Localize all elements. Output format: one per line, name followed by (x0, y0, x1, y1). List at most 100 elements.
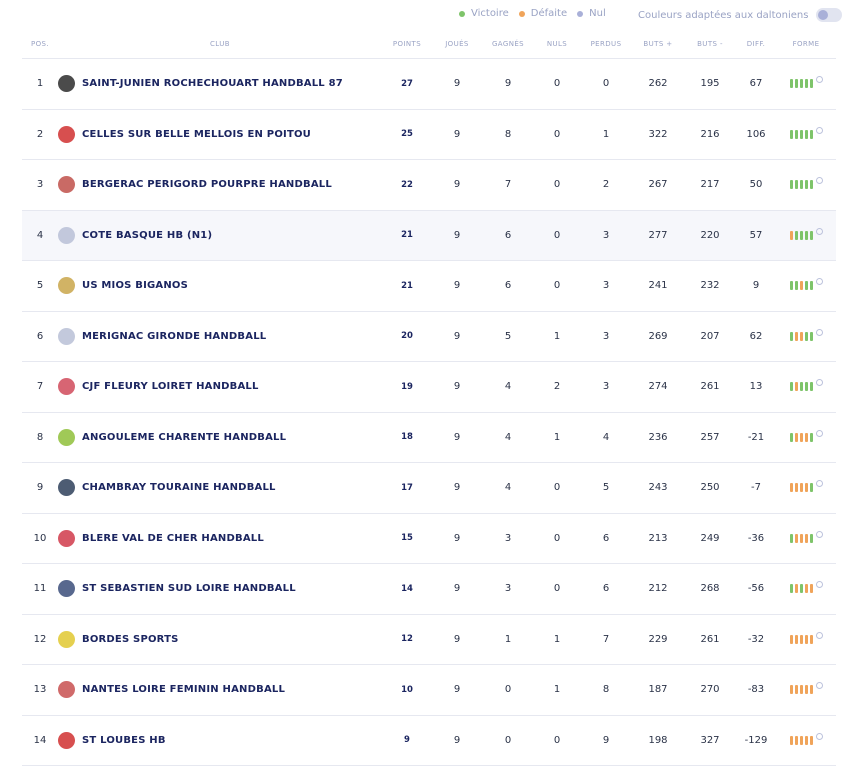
info-icon[interactable] (815, 682, 823, 690)
goals-for-cell: 262 (632, 58, 684, 110)
info-icon[interactable] (815, 278, 823, 286)
legend-item: Défaite (518, 8, 567, 19)
form-cell (776, 210, 836, 261)
info-icon[interactable] (815, 177, 823, 185)
info-icon[interactable] (815, 631, 823, 639)
won-cell: 8 (482, 109, 534, 160)
form-bar (809, 432, 813, 442)
table-row[interactable]: 4 COTE BASQUE HB (N1) 21 9 6 0 3 277 220 57 (22, 210, 836, 261)
info-icon[interactable] (815, 379, 823, 387)
table-row[interactable]: 7 CJF FLEURY LOIRET HANDBALL 19 9 4 2 3 274 261 1… (22, 361, 836, 413)
form-bar (804, 685, 808, 695)
top-bar: Victoire Défaite Nul Couleurs adaptées aux… (0, 8, 849, 26)
diff-cell: 62 (736, 311, 776, 362)
goals-for-cell: 243 (632, 462, 684, 514)
club-cell[interactable]: ST LOUBES HB (58, 715, 382, 766)
club-name[interactable]: ANGOULEME CHARENTE HANDBALL (82, 431, 287, 443)
club-cell[interactable]: NANTES LOIRE FEMININ HANDBALL (58, 664, 382, 716)
colorblind-toggle-wrap[interactable]: Couleurs adaptées aux daltoniens (638, 8, 843, 22)
form-cell (776, 311, 836, 362)
lost-cell: 6 (580, 513, 632, 564)
position-cell: 4 (22, 210, 58, 261)
club-name[interactable]: CJF FLEURY LOIRET HANDBALL (82, 381, 259, 393)
info-icon[interactable] (815, 76, 823, 84)
legend-item: Nul (577, 8, 606, 19)
table-row[interactable]: 11 ST SEBASTIEN SUD LOIRE HANDBALL 14 9 3 0 6 2… (22, 563, 836, 615)
table-row[interactable]: 6 MERIGNAC GIRONDE HANDBALL 20 9 5 1 3 269 207 62 (22, 311, 836, 362)
form-bar (809, 79, 813, 89)
info-icon[interactable] (815, 227, 823, 235)
diff-cell: 9 (736, 260, 776, 312)
col-pos: POS. (22, 30, 58, 59)
table-row[interactable]: 14 ST LOUBES HB 9 9 0 0 9 198 327 -129 (22, 715, 836, 766)
club-name[interactable]: CHAMBRAY TOURAINE HANDBALL (82, 482, 276, 494)
form-bar (794, 533, 798, 543)
lost-cell: 3 (580, 311, 632, 362)
form-bar (809, 129, 813, 139)
legend-dot-icon (518, 10, 525, 17)
table-row[interactable]: 1 SAINT-JUNIEN ROCHECHOUART HANDBALL 87 27… (22, 58, 836, 110)
lost-cell: 3 (580, 210, 632, 261)
club-cell[interactable]: BLERE VAL DE CHER HANDBALL (58, 513, 382, 564)
table-row[interactable]: 13 NANTES LOIRE FEMININ HANDBALL 10 9 0 1 8 187… (22, 664, 836, 716)
info-icon[interactable] (815, 126, 823, 134)
position-cell: 9 (22, 462, 58, 514)
played-cell: 9 (432, 614, 482, 665)
form-legend: Victoire Défaite Nul (459, 8, 606, 19)
colorblind-toggle[interactable] (816, 8, 843, 22)
table-row[interactable]: 9 CHAMBRAY TOURAINE HANDBALL 17 9 4 0 5 243 250-… (22, 462, 836, 514)
played-cell: 9 (432, 210, 482, 261)
club-cell[interactable]: SAINT-JUNIEN ROCHECHOUART HANDBALL 87 (58, 58, 382, 110)
info-icon[interactable] (815, 530, 823, 538)
points-cell: 27 (382, 58, 432, 110)
draws-cell: 1 (534, 412, 580, 463)
club-cell[interactable]: BORDES SPORTS (58, 614, 382, 665)
form-bar (804, 230, 808, 240)
club-name[interactable]: ST SEBASTIEN SUD LOIRE HANDBALL (82, 583, 296, 595)
club-cell[interactable]: MERIGNAC GIRONDE HANDBALL (58, 311, 382, 362)
info-icon[interactable] (815, 732, 823, 740)
form-bar (809, 735, 813, 745)
form-bar (789, 685, 793, 695)
club-name[interactable]: BORDES SPORTS (82, 633, 179, 645)
table-row[interactable]: 12 BORDES SPORTS 12 9 1 1 7 229 261 -32 (22, 614, 836, 665)
table-row[interactable]: 5 US MIOS BIGANOS 21 9 6 0 3 241 232 9 (22, 260, 836, 312)
club-name[interactable]: US MIOS BIGANOS (82, 280, 189, 292)
col-form: FORME (776, 30, 836, 59)
form-bar (799, 533, 803, 543)
club-cell[interactable]: US MIOS BIGANOS (58, 260, 382, 312)
club-name[interactable]: CELLES SUR BELLE MELLOIS EN POITOU (82, 128, 311, 140)
club-cell[interactable]: COTE BASQUE HB (N1) (58, 210, 382, 261)
club-name[interactable]: MERIGNAC GIRONDE HANDBALL (82, 330, 267, 342)
club-name[interactable]: SAINT-JUNIEN ROCHECHOUART HANDBALL 87 (82, 78, 343, 90)
lost-cell: 2 (580, 159, 632, 211)
draws-cell: 0 (534, 462, 580, 514)
table-row[interactable]: 8 ANGOULEME CHARENTE HANDBALL 18 9 4 1 4 236 257… (22, 412, 836, 463)
club-name[interactable]: BLERE VAL DE CHER HANDBALL (82, 532, 264, 544)
position-cell: 3 (22, 159, 58, 211)
info-icon[interactable] (815, 328, 823, 336)
info-icon[interactable] (815, 581, 823, 589)
played-cell: 9 (432, 109, 482, 160)
club-name[interactable]: NANTES LOIRE FEMININ HANDBALL (82, 684, 286, 696)
goals-for-cell: 267 (632, 159, 684, 211)
club-cell[interactable]: ANGOULEME CHARENTE HANDBALL (58, 412, 382, 463)
club-cell[interactable]: CJF FLEURY LOIRET HANDBALL (58, 361, 382, 413)
diff-cell: -21 (736, 412, 776, 463)
club-name[interactable]: ST LOUBES HB (82, 734, 166, 746)
info-icon[interactable] (815, 480, 823, 488)
won-cell: 4 (482, 462, 534, 514)
club-cell[interactable]: BERGERAC PERIGORD POURPRE HANDBALL (58, 159, 382, 211)
table-row[interactable]: 2 CELLES SUR BELLE MELLOIS EN POITOU 25 9 8 0… (22, 109, 836, 160)
info-icon[interactable] (815, 429, 823, 437)
goals-for-cell: 269 (632, 311, 684, 362)
table-row[interactable]: 3 BERGERAC PERIGORD POURPRE HANDBALL 22 9 7 0… (22, 159, 836, 211)
form-bar (794, 230, 798, 240)
club-cell[interactable]: CHAMBRAY TOURAINE HANDBALL (58, 462, 382, 514)
club-cell[interactable]: ST SEBASTIEN SUD LOIRE HANDBALL (58, 563, 382, 615)
won-cell: 4 (482, 361, 534, 413)
table-row[interactable]: 10 BLERE VAL DE CHER HANDBALL 15 9 3 0 6 213 249… (22, 513, 836, 564)
club-name[interactable]: BERGERAC PERIGORD POURPRE HANDBALL (82, 179, 332, 191)
club-name[interactable]: COTE BASQUE HB (N1) (82, 229, 213, 241)
club-cell[interactable]: CELLES SUR BELLE MELLOIS EN POITOU (58, 109, 382, 160)
